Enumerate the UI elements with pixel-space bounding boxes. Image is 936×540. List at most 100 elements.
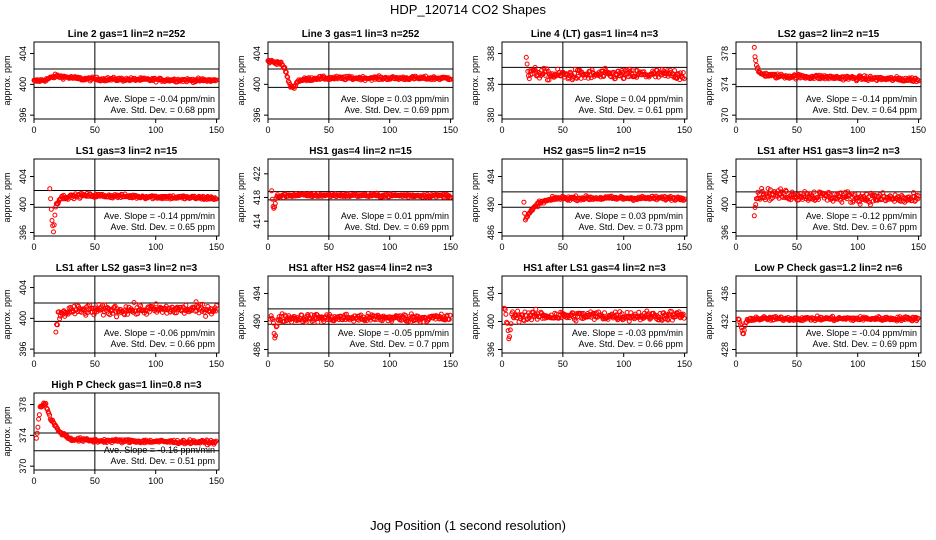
panel-10-point bbox=[529, 317, 534, 323]
panel-9-point bbox=[274, 323, 280, 329]
panel-4-plot-frame bbox=[33, 158, 220, 237]
panel-8-point bbox=[57, 316, 63, 322]
panel-9-xtick-label-1: 50 bbox=[324, 359, 334, 369]
panel-6-slope-annotation: Ave. Slope = 0.03 ppm/min bbox=[575, 211, 683, 221]
panel-4-y-axis-label: approx. ppm bbox=[2, 172, 12, 222]
panel-10-point bbox=[502, 307, 508, 313]
panel-7-point bbox=[839, 199, 845, 205]
panel-4-ytick-label-0: 396 bbox=[18, 225, 28, 240]
panel-7-point bbox=[752, 205, 758, 210]
panel-8-point bbox=[91, 312, 97, 318]
panel-8-point bbox=[198, 301, 203, 307]
panel-12-std-dev-annotation: Ave. Std. Dev. = 0.51 ppm bbox=[111, 456, 215, 466]
panel-3-xtick-label-1: 50 bbox=[792, 125, 802, 135]
panel-4-point bbox=[49, 218, 55, 223]
panel-5-point bbox=[272, 201, 278, 206]
panel-1-std-dev-annotation: Ave. Std. Dev. = 0.69 ppm bbox=[345, 105, 449, 115]
panel-0-std-dev-annotation: Ave. Std. Dev. = 0.68 ppm bbox=[111, 105, 215, 115]
panel-12-plot-frame bbox=[33, 392, 220, 471]
panel-8-point bbox=[53, 329, 59, 335]
panel-5-ytick-label-2: 422 bbox=[252, 166, 262, 181]
panel-11-title: Low P Check gas=1.2 lin=2 n=6 bbox=[755, 263, 903, 274]
panel-4-xtick-label-0: 0 bbox=[31, 242, 36, 252]
panel-6-point bbox=[682, 196, 688, 202]
panel-6-plot-frame bbox=[501, 158, 688, 237]
panel-3-xtick-label-3: 150 bbox=[911, 125, 926, 135]
panel-7-xtick-label-1: 50 bbox=[792, 242, 802, 252]
panel-1-title: Line 3 gas=1 lin=3 n=252 bbox=[302, 29, 420, 40]
panel-3-y-axis-label: approx. ppm bbox=[704, 55, 714, 105]
panel-9-point bbox=[299, 312, 305, 318]
panel-4-xtick-label-3: 150 bbox=[209, 242, 224, 252]
panel-5-xtick-label-3: 150 bbox=[443, 242, 458, 252]
panel-12-y-axis-label: approx. ppm bbox=[2, 406, 12, 456]
panel-0-title: Line 2 gas=1 lin=2 n=252 bbox=[68, 29, 186, 40]
panel-4-point bbox=[213, 196, 219, 202]
panel-12-xtick-label-0: 0 bbox=[31, 476, 36, 486]
panel-10-point bbox=[505, 328, 511, 334]
panel-1-xtick-label-0: 0 bbox=[265, 125, 270, 135]
panel-6-xtick-label-3: 150 bbox=[677, 242, 692, 252]
panel-10-xtick-label-2: 100 bbox=[616, 359, 631, 369]
panel-7-title: LS1 after HS1 gas=3 lin=2 n=3 bbox=[757, 146, 900, 157]
panel-10-point bbox=[619, 311, 625, 317]
panel-5-point bbox=[448, 194, 454, 200]
panel-5-point bbox=[269, 188, 275, 194]
panel-10-point bbox=[593, 310, 599, 316]
panel-6-ytick-label-1: 490 bbox=[486, 197, 496, 212]
panel-7-point bbox=[751, 213, 757, 219]
panel-10-point bbox=[664, 316, 670, 322]
panel-11-point bbox=[736, 317, 742, 323]
panel-4-xtick-label-1: 50 bbox=[90, 242, 100, 252]
panel-8-plot-frame bbox=[33, 275, 220, 354]
panel-4-ytick-label-1: 400 bbox=[18, 197, 28, 212]
panel-9-point bbox=[276, 314, 282, 320]
panel-2-point bbox=[659, 67, 665, 73]
panel-11-xtick-label-0: 0 bbox=[733, 359, 738, 369]
panel-2-point bbox=[612, 76, 618, 81]
panel-10-point bbox=[572, 313, 578, 319]
panel-6-xtick-label-2: 100 bbox=[616, 242, 631, 252]
panel-1-ytick-label-0: 396 bbox=[252, 108, 262, 123]
panel-10-point bbox=[507, 327, 513, 333]
panel-8-point bbox=[104, 305, 110, 311]
panel-2-point bbox=[680, 70, 686, 76]
panel-6-xtick-label-1: 50 bbox=[558, 242, 568, 252]
panel-7-point bbox=[808, 196, 813, 201]
panel-8-title: LS1 after LS2 gas=3 lin=2 n=3 bbox=[56, 263, 198, 274]
panel-0-y-axis-label: approx. ppm bbox=[2, 55, 12, 105]
panel-10-point bbox=[510, 309, 515, 315]
panel-12-title: High P Check gas=1 lin=0.8 n=3 bbox=[51, 380, 202, 391]
panel-12-point bbox=[33, 435, 39, 441]
panel-9-ytick-label-2: 494 bbox=[252, 286, 262, 301]
panel-8-point bbox=[173, 310, 179, 316]
panel-12-xtick-label-1: 50 bbox=[90, 476, 100, 486]
panel-8-point bbox=[114, 314, 119, 320]
panel-4-ytick-label-2: 404 bbox=[18, 169, 28, 184]
panel-8-point bbox=[131, 300, 137, 305]
panel-2-xtick-label-1: 50 bbox=[558, 125, 568, 135]
panel-9-point bbox=[447, 312, 453, 318]
panel-6-y-axis-label: approx. ppm bbox=[470, 172, 480, 222]
panel-7-point bbox=[759, 186, 765, 191]
panel-7-point bbox=[811, 189, 817, 195]
panel-10-point bbox=[506, 336, 512, 342]
panel-8-point bbox=[100, 302, 106, 308]
panel-11-point bbox=[738, 322, 744, 328]
panel-7-point bbox=[815, 194, 821, 200]
panel-7-point bbox=[856, 199, 862, 205]
panel-12-point bbox=[213, 438, 219, 444]
panel-9-point bbox=[438, 311, 444, 317]
panel-10-point bbox=[533, 306, 539, 312]
panel-4-slope-annotation: Ave. Slope = -0.14 ppm/min bbox=[104, 211, 215, 221]
panel-8-xtick-label-2: 100 bbox=[148, 359, 163, 369]
panel-10-point bbox=[626, 318, 632, 324]
panel-2-point bbox=[610, 69, 616, 75]
panel-10-ytick-label-0: 396 bbox=[486, 342, 496, 357]
panel-2-title: Line 4 (LT) gas=1 lin=4 n=3 bbox=[531, 29, 659, 40]
panel-9-plot-frame bbox=[267, 275, 454, 354]
panel-12-point bbox=[43, 401, 49, 406]
panel-3-std-dev-annotation: Ave. Std. Dev. = 0.64 ppm bbox=[813, 105, 917, 115]
panel-6-point bbox=[521, 199, 527, 205]
panel-8-y-axis-label: approx. ppm bbox=[2, 289, 12, 339]
